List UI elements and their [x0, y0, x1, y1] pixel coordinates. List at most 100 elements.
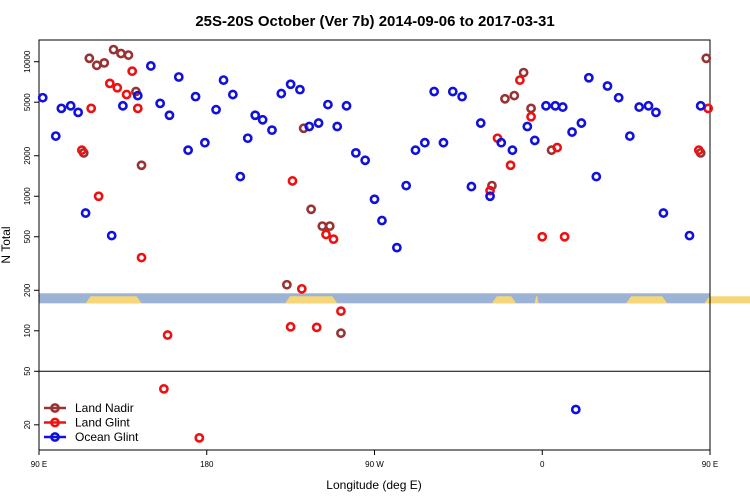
- data-point: [624, 131, 635, 141]
- data-point: [199, 137, 210, 148]
- data-point: [73, 107, 84, 118]
- data-point: [285, 321, 296, 332]
- data-point: [56, 103, 67, 114]
- map-land: [491, 296, 517, 304]
- data-point: [50, 131, 61, 141]
- map-land: [704, 296, 750, 304]
- data-point: [93, 191, 104, 202]
- data-point: [507, 145, 518, 156]
- data-point: [117, 100, 128, 111]
- data-point: [306, 204, 317, 215]
- map-land: [285, 296, 338, 304]
- data-point: [190, 91, 201, 102]
- data-point: [429, 86, 440, 97]
- data-point: [123, 50, 134, 60]
- legend-label: Land Glint: [75, 416, 130, 430]
- data-point: [112, 82, 123, 93]
- data-point: [550, 100, 561, 111]
- legend-label: Ocean Glint: [75, 430, 139, 444]
- y-tick-label: 2000: [23, 146, 32, 164]
- data-point: [634, 102, 645, 112]
- data-point: [158, 383, 169, 394]
- data-point: [287, 176, 298, 186]
- data-point: [341, 100, 352, 111]
- data-point: [235, 171, 246, 182]
- data-point: [391, 242, 402, 253]
- data-point: [576, 118, 587, 128]
- data-point: [155, 98, 166, 109]
- data-point: [509, 90, 520, 101]
- data-point: [518, 67, 529, 78]
- data-point: [583, 72, 594, 83]
- data-point: [693, 145, 704, 156]
- data-point: [514, 75, 525, 85]
- data-point: [410, 145, 421, 156]
- data-point: [86, 103, 97, 114]
- legend-marker: [50, 403, 60, 413]
- data-point: [496, 137, 507, 148]
- data-point: [526, 111, 536, 122]
- data-point: [91, 60, 102, 71]
- data-point: [250, 110, 261, 121]
- data-point: [526, 103, 536, 114]
- data-point: [321, 229, 331, 240]
- data-point: [317, 221, 328, 231]
- data-point: [132, 103, 143, 114]
- data-point: [591, 171, 602, 182]
- data-point: [570, 404, 581, 415]
- data-point: [276, 88, 287, 99]
- data-point: [164, 110, 175, 121]
- data-point: [419, 137, 430, 148]
- data-point: [173, 72, 184, 82]
- data-point: [218, 75, 229, 85]
- data-point: [529, 135, 540, 146]
- x-tick-label: 0: [540, 460, 545, 469]
- map-strip: [39, 293, 750, 304]
- data-point: [211, 104, 221, 115]
- y-axis-label: N Total: [0, 226, 13, 263]
- data-point: [108, 44, 119, 55]
- data-point: [466, 181, 477, 192]
- axes: 90 E 180 90 W 0 90 E 20 50 100 200 500 1000 2000 500…: [23, 39, 718, 469]
- data-point: [194, 432, 205, 443]
- data-point: [651, 107, 661, 118]
- data-point: [485, 185, 495, 196]
- data-point: [522, 121, 533, 132]
- data-point: [328, 234, 339, 245]
- map-land: [85, 296, 142, 304]
- data-point: [602, 81, 613, 91]
- data-point: [285, 79, 296, 90]
- y-tick-label: 100: [23, 324, 32, 338]
- x-axis-label: Longitude (deg E): [326, 478, 421, 492]
- data-point: [295, 84, 305, 95]
- data-point: [643, 100, 654, 111]
- data-point: [162, 330, 173, 340]
- data-point: [296, 283, 307, 294]
- data-point: [84, 53, 95, 64]
- data-point: [557, 102, 568, 112]
- data-point: [552, 142, 563, 153]
- data-point: [369, 194, 380, 205]
- data-point: [121, 89, 132, 100]
- data-point: [65, 100, 76, 111]
- data-point: [80, 208, 91, 218]
- data-point: [487, 180, 497, 191]
- data-point: [242, 133, 253, 144]
- data-point: [104, 78, 115, 89]
- data-point: [76, 145, 87, 156]
- data-point: [336, 306, 346, 317]
- data-point: [336, 328, 346, 339]
- data-point: [457, 91, 468, 102]
- data-point: [360, 155, 371, 166]
- data-point: [281, 279, 292, 290]
- data-point: [401, 180, 412, 191]
- data-point: [106, 230, 117, 241]
- map-land: [626, 296, 668, 304]
- data-point: [684, 230, 695, 241]
- y-tick-label: 1000: [23, 187, 32, 205]
- data-point: [313, 118, 324, 128]
- data-point: [447, 86, 458, 97]
- data-point: [567, 127, 577, 137]
- map-land: [534, 296, 539, 304]
